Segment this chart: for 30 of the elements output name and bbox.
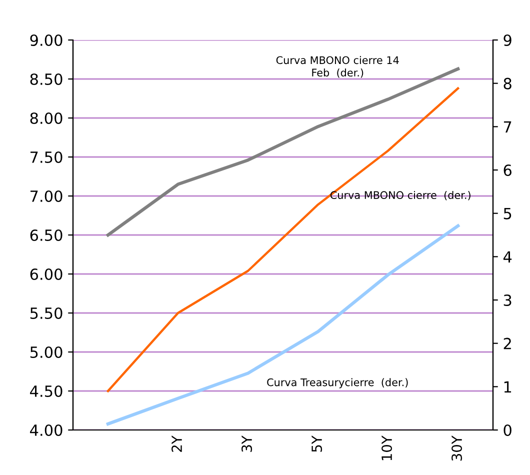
y-tick-label: 5.50 bbox=[30, 307, 62, 320]
y2-tick-label: 6 bbox=[504, 164, 512, 176]
y2-tick-label: 2 bbox=[504, 338, 511, 350]
series-label: Curva MBONO cierre 14 Feb (der.) bbox=[276, 56, 399, 78]
y2-tick-label: 8 bbox=[504, 78, 512, 90]
y-tick-label: 5.00 bbox=[30, 346, 62, 358]
line-series bbox=[106, 224, 460, 426]
series-label: Curva MBONO cierre (der.) bbox=[330, 190, 470, 200]
y-tick-label: 7.00 bbox=[30, 190, 62, 202]
y2-tick-label: 9 bbox=[504, 34, 512, 46]
y2-tick-label: 4 bbox=[503, 251, 512, 262]
y-tick-label: 6.00 bbox=[30, 268, 62, 280]
y2-tick-label: 7 bbox=[504, 121, 512, 132]
y-tick-label: 6.50 bbox=[30, 229, 62, 242]
y-tick-label: 4.50 bbox=[30, 385, 62, 398]
y-tick-label: 8.00 bbox=[30, 112, 62, 124]
y-tick-label: 4.00 bbox=[30, 424, 62, 436]
y2-tick-label: 3 bbox=[504, 294, 512, 306]
y2-tick-label: 0 bbox=[504, 424, 512, 436]
y-tick-label: 8.50 bbox=[30, 73, 62, 86]
y-tick-label: 7.50 bbox=[30, 151, 62, 164]
x-tick-label: 10Y bbox=[382, 436, 392, 460]
x-tick-label: 5Y bbox=[312, 436, 322, 452]
x-tick-label: 3Y bbox=[242, 436, 252, 452]
y2-tick-label: 5 bbox=[504, 208, 512, 220]
x-tick-label: 30Y bbox=[452, 436, 462, 461]
x-tick-label: 2Y bbox=[172, 436, 182, 452]
y2-tick-label: 1 bbox=[504, 381, 512, 392]
series-label: Curva Treasurycierre (der.) bbox=[267, 378, 408, 388]
y-tick-label: 9.00 bbox=[30, 34, 62, 46]
